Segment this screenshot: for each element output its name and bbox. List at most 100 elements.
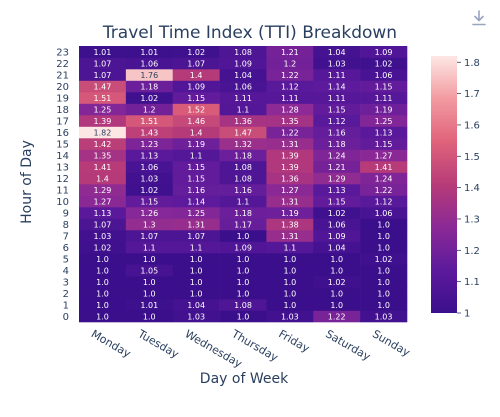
heatmap-cell xyxy=(172,126,220,139)
heatmap-cell xyxy=(266,46,314,58)
heatmap-cell xyxy=(125,92,174,104)
cell-value-label: 1.1 xyxy=(190,243,203,252)
cell-value-label: 1.15 xyxy=(375,82,393,91)
cell-value-label: 1.31 xyxy=(281,232,299,241)
download-icon[interactable] xyxy=(470,9,488,27)
y-tick-label: 19 xyxy=(56,93,69,104)
heatmap-cell xyxy=(313,172,361,185)
cell-value-label: 1.0 xyxy=(283,266,296,275)
cell-value-label: 1.11 xyxy=(328,71,346,80)
heatmap-cell xyxy=(172,92,220,104)
cell-value-label: 1.4 xyxy=(190,128,203,137)
cell-value-label: 1.12 xyxy=(328,117,346,126)
heatmap-cell xyxy=(360,115,408,127)
cell-value-label: 1.25 xyxy=(94,105,112,114)
cell-value-label: 1.03 xyxy=(187,312,205,321)
cell-value-label: 1.03 xyxy=(328,59,346,68)
heatmap-cell xyxy=(125,138,174,150)
cell-value-label: 1.0 xyxy=(237,312,250,321)
y-axis-title: Hour of Day xyxy=(19,140,35,224)
heatmap-cell xyxy=(313,276,361,288)
cell-value-label: 1.06 xyxy=(234,82,252,91)
heatmap-cell xyxy=(266,287,314,300)
cell-value-label: 1.19 xyxy=(281,209,299,218)
cell-value-label: 1.35 xyxy=(281,117,299,126)
heatmap-cell xyxy=(313,264,361,277)
cell-value-label: 1.2 xyxy=(283,59,296,68)
cell-value-label: 1.06 xyxy=(375,209,393,218)
cell-value-label: 1.0 xyxy=(96,266,109,275)
heatmap-cell xyxy=(79,69,127,81)
y-tick-label: 10 xyxy=(56,197,69,208)
heatmap-cell xyxy=(125,115,174,127)
cell-value-label: 1.02 xyxy=(375,255,393,264)
heatmap-cell xyxy=(125,80,174,93)
cell-value-label: 1.43 xyxy=(140,128,158,137)
cell-value-label: 1.15 xyxy=(140,197,158,206)
cell-value-label: 1.03 xyxy=(375,312,393,321)
cell-value-label: 1.27 xyxy=(375,151,393,160)
heatmap-cell xyxy=(219,149,267,162)
cell-value-label: 1.39 xyxy=(94,117,112,126)
heatmap-cell xyxy=(313,253,361,265)
heatmap-cell xyxy=(313,57,361,70)
cell-value-label: 1.15 xyxy=(187,163,205,172)
colorbar-tick-label: 1.8 xyxy=(464,58,480,69)
heatmap-cell xyxy=(79,264,127,277)
cell-value-label: 1.0 xyxy=(190,266,203,275)
heatmap-cell xyxy=(125,230,174,242)
cell-value-label: 1.24 xyxy=(328,151,346,160)
cell-value-label: 1.38 xyxy=(281,220,299,229)
heatmap-cell xyxy=(219,46,267,58)
heatmap-cell xyxy=(266,57,314,70)
heatmap-cell xyxy=(172,57,220,70)
cell-value-label: 1.0 xyxy=(377,289,390,298)
heatmap-cell xyxy=(313,218,361,231)
cell-value-label: 1.07 xyxy=(94,71,112,80)
heatmap-cell xyxy=(360,80,408,93)
cell-value-label: 1.31 xyxy=(187,220,205,229)
heatmap-cell xyxy=(360,149,408,162)
heatmap-cell xyxy=(125,184,174,196)
x-axis-title: Day of Week xyxy=(200,371,289,387)
cell-value-label: 1.09 xyxy=(328,232,346,241)
cell-value-label: 1.06 xyxy=(328,220,346,229)
cell-value-label: 1.18 xyxy=(328,140,346,149)
heatmap-cell xyxy=(360,184,408,196)
heatmap-cell xyxy=(219,207,267,219)
heatmap-cell xyxy=(266,241,314,254)
cell-value-label: 1.51 xyxy=(94,94,112,103)
heatmap-cell xyxy=(219,69,267,81)
cell-value-label: 1.11 xyxy=(281,94,299,103)
heatmap-cell xyxy=(79,126,127,139)
heatmap-cell xyxy=(266,138,314,150)
colorbar-tick-label: 1 xyxy=(464,309,470,320)
heatmap-cell xyxy=(360,69,408,81)
cell-value-label: 1.0 xyxy=(330,289,343,298)
y-tick-label: 16 xyxy=(56,128,69,139)
cell-value-label: 1.0 xyxy=(377,232,390,241)
heatmap-cell xyxy=(125,310,174,323)
x-tick-label: Tuesday xyxy=(135,327,182,361)
heatmap-cell xyxy=(172,218,220,231)
cell-value-label: 1.1 xyxy=(237,197,250,206)
cell-value-label: 1.02 xyxy=(140,94,158,103)
y-tick-label: 2 xyxy=(63,289,69,300)
heatmap-cell xyxy=(360,287,408,300)
cell-value-label: 1.05 xyxy=(140,266,158,275)
cell-value-label: 1.08 xyxy=(234,48,252,57)
heatmap-cell xyxy=(266,207,314,219)
cell-value-label: 1.3 xyxy=(143,220,156,229)
heatmap-cell xyxy=(360,253,408,265)
heatmap-cell xyxy=(172,207,220,219)
y-tick-label: 13 xyxy=(56,162,69,173)
cell-value-label: 1.13 xyxy=(328,186,346,195)
heatmap-cell xyxy=(266,276,314,288)
cell-value-label: 1.04 xyxy=(328,243,346,252)
heatmap-cell xyxy=(219,218,267,231)
cell-value-label: 1.0 xyxy=(330,301,343,310)
heatmap-cell xyxy=(360,126,408,139)
cell-value-label: 1.02 xyxy=(328,209,346,218)
x-tick-label: Saturday xyxy=(323,327,373,363)
